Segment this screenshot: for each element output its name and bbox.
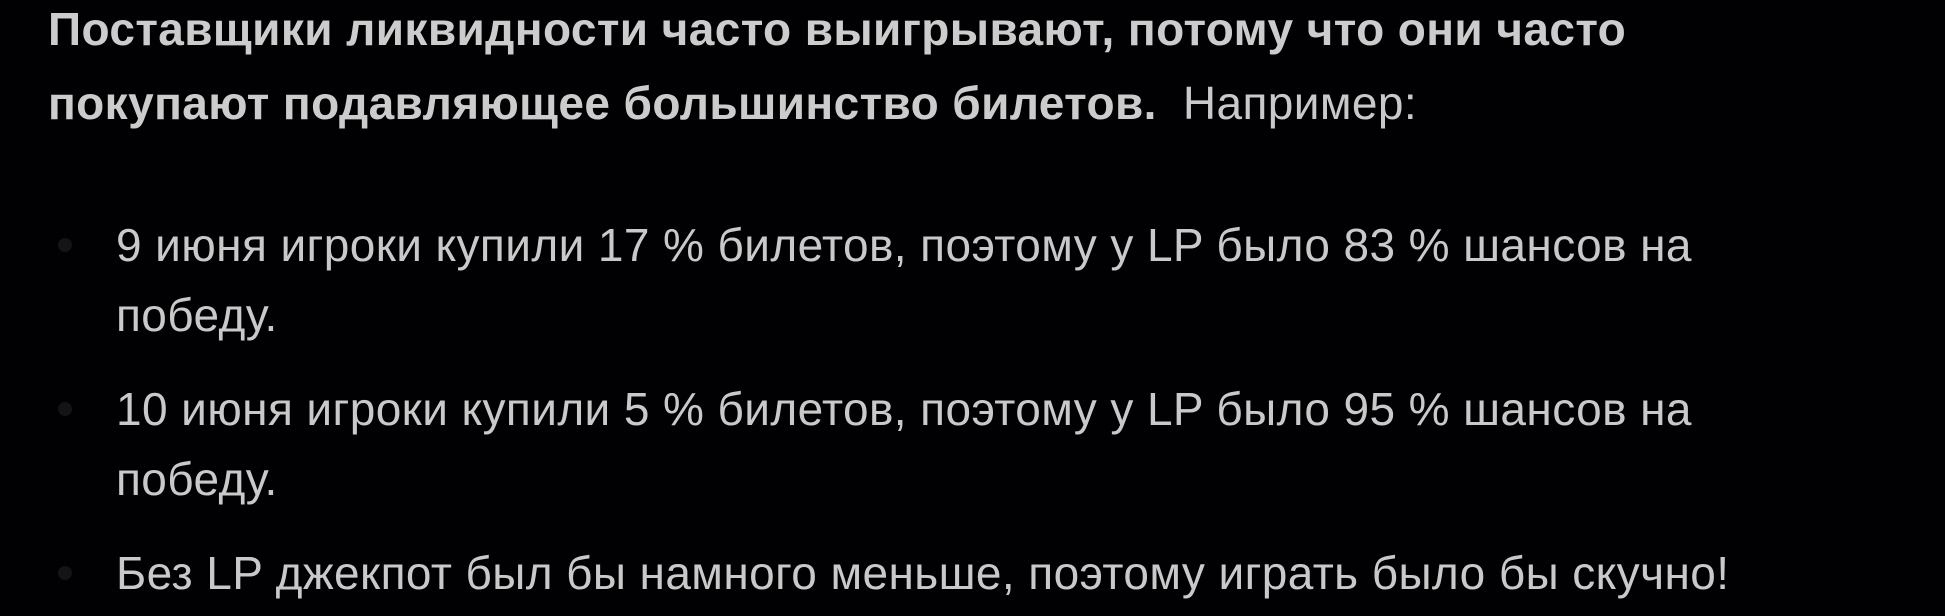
lead-paragraph: Поставщики ликвидности часто выигрывают,… [48,0,1945,140]
lead-bold-text: Поставщики ликвидности часто выигрывают,… [48,3,1626,129]
lead-line-2: покупают подавляющее большинство билетов… [48,77,1157,129]
list-item-line: победу. [116,289,278,341]
list-item-line: Без LP джекпот был бы намного меньше, по… [116,547,1730,599]
list-item-line: победу. [116,453,278,505]
lead-line-1: Поставщики ликвидности часто выигрывают,… [48,3,1627,55]
bullet-dot [58,566,72,580]
list-item-line: 9 июня игроки купили 17 % билетов, поэто… [116,219,1692,271]
list-item: Без LP джекпот был бы намного меньше, по… [58,538,1945,608]
bullet-dot [58,238,72,252]
list-item: 9 июня игроки купили 17 % билетов, поэто… [58,210,1945,350]
example-label: Например: [1182,77,1418,129]
list-item: 10 июня игроки купили 5 % билетов, поэто… [58,374,1945,514]
list-item-line: 10 июня игроки купили 5 % билетов, поэто… [116,383,1692,435]
bullet-dot [58,402,72,416]
example-list: 9 июня игроки купили 17 % билетов, поэто… [48,210,1945,608]
